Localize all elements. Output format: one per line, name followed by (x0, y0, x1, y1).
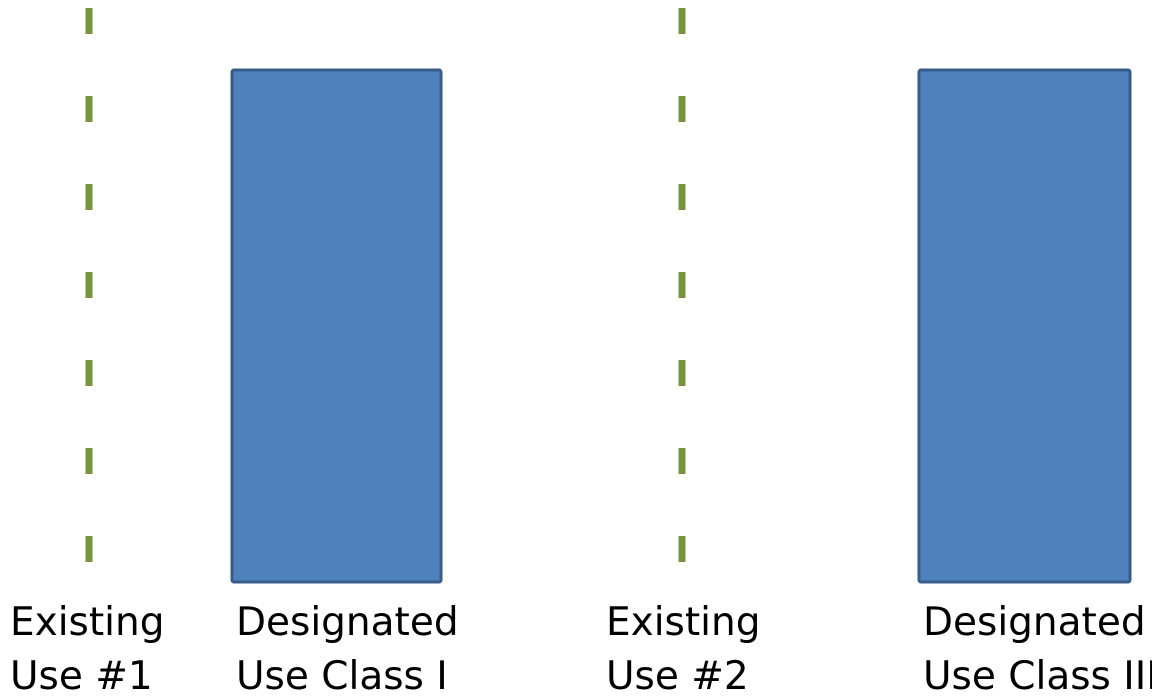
designated-use-class-i-label: Designated Use Class I (236, 596, 459, 699)
existing-use-2-label-line-2: Use #2 (606, 654, 749, 699)
existing-use-2-label-line-1: Existing (606, 600, 761, 645)
designated-use-class-i-bar (230, 68, 443, 584)
designated-use-class-i-label-line-2: Use Class I (236, 654, 448, 699)
existing-use-2-label: Existing Use #2 (606, 596, 760, 699)
designated-use-class-iii-label-line-1: Designated (923, 600, 1146, 645)
designated-use-class-iii-label: Designated Use Class III (923, 596, 1152, 699)
designated-use-class-iii-bar (917, 68, 1132, 584)
designated-use-class-i-label-line-1: Designated (236, 600, 459, 645)
existing-use-1-label-line-1: Existing (10, 600, 165, 645)
existing-use-1-label: Existing Use #1 (10, 596, 164, 699)
existing-use-1-label-line-2: Use #1 (10, 654, 153, 699)
designated-use-class-iii-label-line-2: Use Class III (923, 654, 1152, 699)
